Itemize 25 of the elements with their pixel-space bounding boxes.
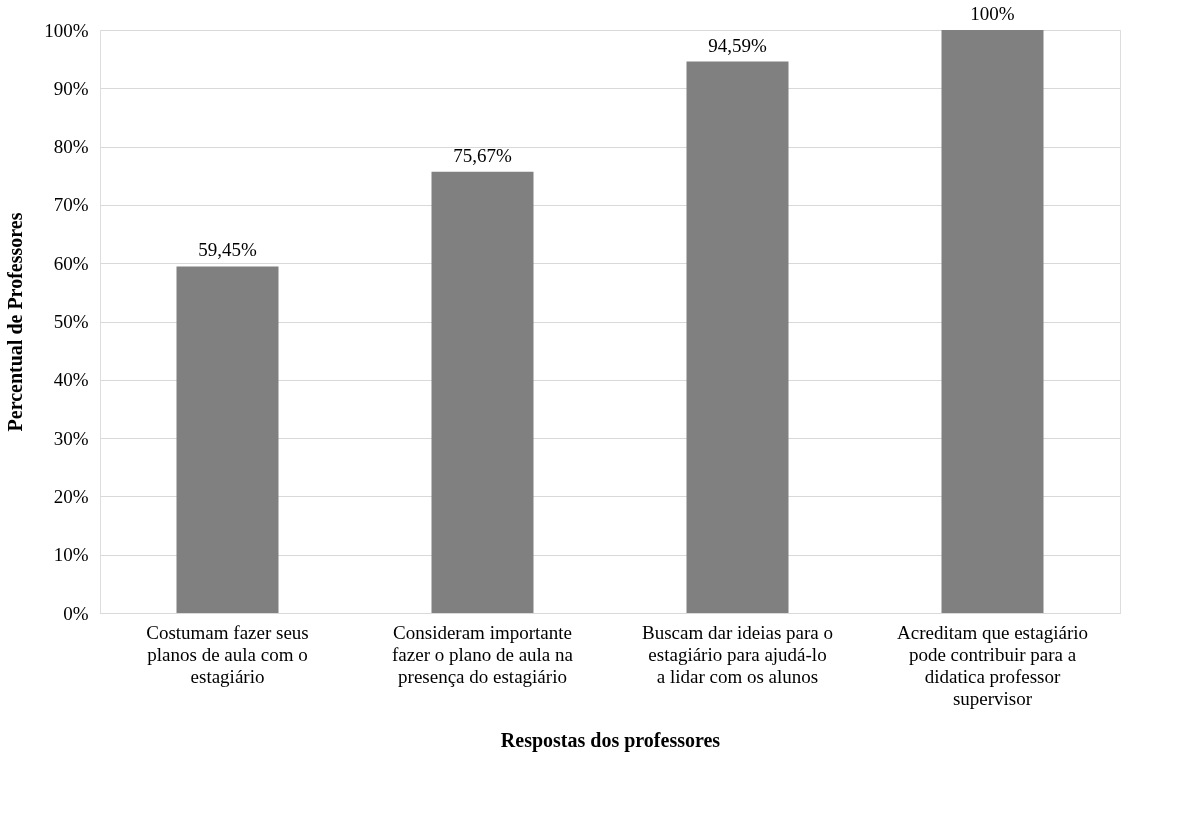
- y-tick-label: 30%: [53, 427, 89, 449]
- x-axis-title: Respostas dos professores: [500, 728, 721, 752]
- y-tick-label: 90%: [53, 77, 89, 99]
- y-axis-title: Percentual de Professores: [4, 212, 27, 432]
- y-tick-label: 60%: [53, 252, 89, 274]
- bar: [941, 30, 1044, 613]
- data-label: 75,67%: [453, 144, 512, 166]
- data-label: 59,45%: [198, 239, 257, 261]
- y-tick-label: 100%: [44, 19, 89, 41]
- bar: [176, 266, 279, 613]
- bar: [431, 171, 534, 613]
- y-tick-label: 10%: [53, 544, 89, 566]
- y-tick-label: 80%: [53, 136, 89, 158]
- x-tick-label: Buscam dar ideias para o estagiário para ajudá-lo a lidar com os alunos: [642, 621, 833, 687]
- x-tick-label: Acreditam que estagiário pode contribuir para a didatica professor supervisor: [897, 621, 1088, 709]
- x-tick-label: Consideram importante fazer o plano de aula na presença do estagiário: [392, 621, 574, 687]
- data-label: 94,59%: [708, 34, 767, 56]
- data-label: 100%: [970, 3, 1015, 24]
- y-tick-label: 20%: [53, 485, 89, 507]
- y-tick-label: 40%: [53, 369, 89, 391]
- bar: [686, 61, 789, 613]
- y-tick-label: 0%: [63, 602, 89, 624]
- x-tick-label: Costumam fazer seus planos de aula com o estagiário: [146, 621, 309, 687]
- y-tick-label: 50%: [53, 311, 89, 332]
- y-tick-label: 70%: [53, 194, 89, 216]
